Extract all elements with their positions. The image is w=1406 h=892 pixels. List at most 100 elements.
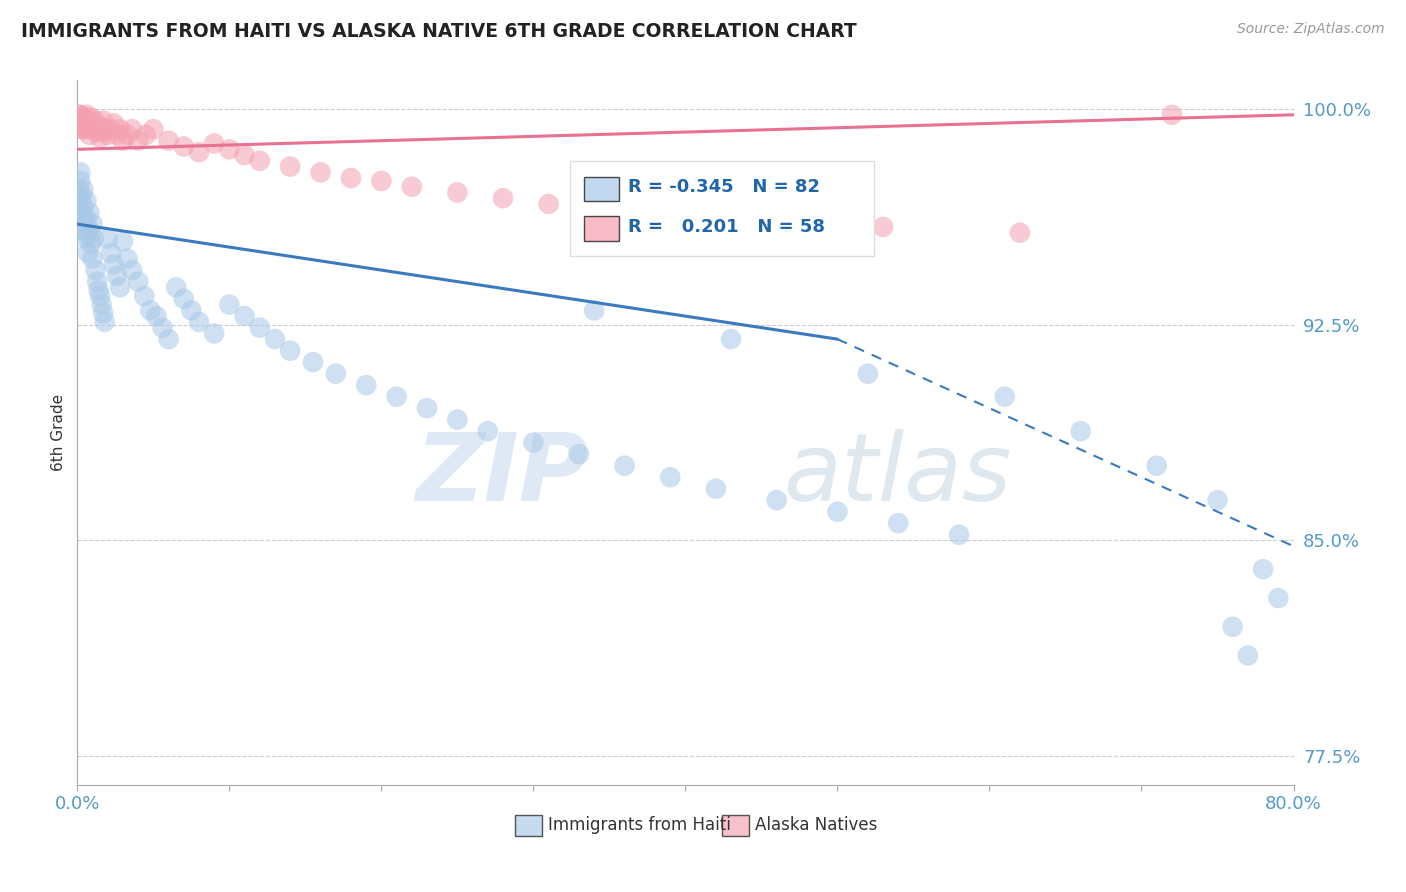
Text: Alaska Natives: Alaska Natives [755, 816, 877, 834]
Point [583, 303, 606, 318]
FancyBboxPatch shape [585, 177, 619, 202]
FancyBboxPatch shape [515, 814, 541, 836]
Text: ZIP: ZIP [415, 429, 588, 521]
Point [325, 367, 347, 381]
FancyBboxPatch shape [721, 814, 748, 836]
Point [67, 202, 90, 217]
Point [72, 200, 94, 214]
Point [477, 424, 499, 438]
Point [180, 303, 202, 318]
Point [82, 122, 104, 136]
Point [72, 122, 94, 136]
Point [111, 235, 134, 249]
Point [173, 139, 195, 153]
Point [1008, 226, 1031, 240]
Point [1251, 562, 1274, 576]
Point [218, 298, 240, 312]
Point [416, 401, 439, 416]
Point [91, 113, 114, 128]
Point [401, 179, 423, 194]
Point [887, 516, 910, 531]
Point [67, 120, 90, 134]
Point [537, 197, 560, 211]
Point [370, 174, 392, 188]
Point [675, 209, 697, 223]
Point [84, 263, 107, 277]
Point [856, 367, 879, 381]
Text: IMMIGRANTS FROM HAITI VS ALASKA NATIVE 6TH GRADE CORRELATION CHART: IMMIGRANTS FROM HAITI VS ALASKA NATIVE 6… [21, 22, 856, 41]
Point [309, 165, 332, 179]
Point [89, 289, 111, 303]
Point [97, 128, 120, 142]
Point [264, 332, 287, 346]
Point [90, 298, 112, 312]
Point [157, 332, 180, 346]
Point [87, 120, 110, 134]
Point [73, 120, 96, 134]
Y-axis label: 6th Grade: 6th Grade [51, 394, 66, 471]
Point [613, 458, 636, 473]
Point [93, 122, 115, 136]
Point [67, 183, 90, 197]
Point [79, 205, 101, 219]
Point [73, 111, 96, 125]
Point [75, 211, 97, 226]
Point [1222, 620, 1244, 634]
Point [75, 194, 97, 208]
Point [69, 217, 91, 231]
Point [91, 306, 114, 320]
Point [93, 315, 115, 329]
Point [67, 108, 90, 122]
Point [157, 134, 180, 148]
Point [70, 223, 93, 237]
Point [89, 130, 111, 145]
Point [948, 527, 970, 541]
Point [492, 191, 515, 205]
Point [87, 283, 110, 297]
Point [278, 343, 301, 358]
Point [994, 390, 1017, 404]
Point [446, 186, 468, 200]
Point [659, 470, 682, 484]
Point [1146, 458, 1168, 473]
Point [145, 309, 167, 323]
Point [108, 122, 131, 136]
Point [84, 113, 107, 128]
Point [1267, 591, 1289, 605]
Point [302, 355, 325, 369]
Point [67, 191, 90, 205]
Point [202, 136, 225, 151]
Point [446, 412, 468, 426]
Text: Immigrants from Haiti: Immigrants from Haiti [548, 816, 731, 834]
Point [70, 113, 93, 128]
Point [134, 289, 156, 303]
Point [522, 435, 544, 450]
Point [188, 315, 211, 329]
Point [1161, 108, 1184, 122]
Point [70, 122, 93, 136]
Point [80, 237, 103, 252]
Point [69, 108, 91, 122]
Text: R = -0.345   N = 82: R = -0.345 N = 82 [628, 178, 820, 196]
Point [80, 111, 103, 125]
Text: atlas: atlas [783, 429, 1011, 520]
Point [70, 188, 93, 202]
Point [1070, 424, 1092, 438]
Point [111, 134, 134, 148]
Point [121, 263, 143, 277]
Point [79, 128, 101, 142]
Point [202, 326, 225, 341]
Point [72, 183, 94, 197]
Point [86, 275, 108, 289]
Point [598, 202, 620, 217]
Point [77, 228, 100, 243]
Point [278, 160, 301, 174]
Point [86, 125, 108, 139]
Point [135, 128, 157, 142]
Text: R =   0.201   N = 58: R = 0.201 N = 58 [628, 218, 825, 235]
Point [385, 390, 408, 404]
Point [340, 171, 363, 186]
FancyBboxPatch shape [569, 161, 875, 257]
Point [72, 113, 94, 128]
Point [249, 153, 271, 168]
